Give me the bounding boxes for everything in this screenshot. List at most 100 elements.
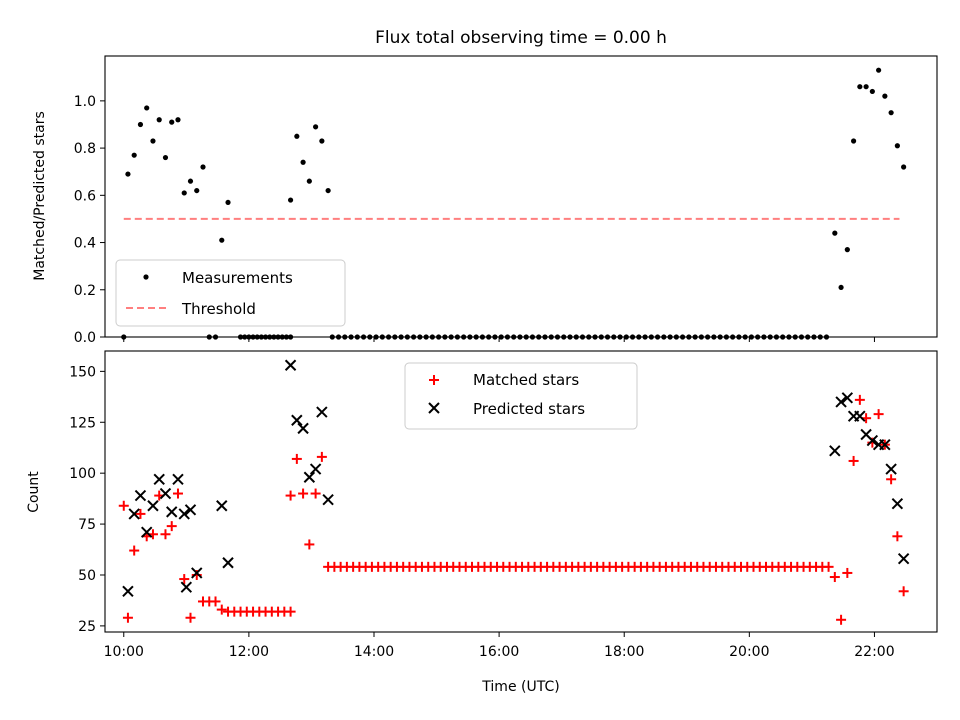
measurement-point: [131, 152, 137, 158]
matched-star-point: [854, 394, 865, 405]
ratio-y-tick-label: 1.0: [74, 94, 96, 110]
matched-star-point: [848, 455, 859, 466]
predicted-stars-series: [122, 359, 910, 597]
measurement-point: [150, 138, 156, 144]
ratio-panel: Flux total observing time = 0.00 h Match…: [32, 28, 938, 346]
matched-star-point: [122, 612, 133, 623]
predicted-star-point: [191, 567, 203, 579]
y-axis-label-ratio: Matched/Predicted stars: [32, 111, 48, 281]
measurement-point: [325, 187, 331, 194]
measurement-point: [844, 247, 850, 253]
count-axes-frame: [104, 350, 938, 633]
measurement-point: [187, 178, 194, 184]
predicted-star-point: [835, 396, 847, 408]
count-x-tick-label: 18:00: [604, 644, 644, 660]
matched-star-point: [304, 539, 315, 550]
matched-star-point: [285, 606, 296, 617]
measurement-point: [313, 124, 319, 130]
count-y-ticks: 25 50 75 100 125 150: [69, 364, 105, 635]
matched-star-point: [842, 567, 853, 578]
ratio-y-tick-label: 0.2: [74, 283, 96, 299]
predicted-star-point: [134, 489, 147, 502]
x-axis-label: Time (UTC): [481, 679, 559, 695]
matched-star-point: [823, 561, 834, 572]
predicted-star-point: [284, 359, 297, 371]
measurement-point: [876, 67, 882, 73]
predicted-star-point: [180, 581, 193, 593]
count-x-tick-label: 14:00: [354, 644, 394, 660]
measurement-point: [857, 84, 863, 90]
count-x-tick-label: 10:00: [104, 644, 144, 660]
predicted-star-point: [153, 473, 165, 485]
ratio-y-tick-label: 0.0: [74, 330, 96, 346]
predicted-star-point: [297, 422, 309, 435]
predicted-star-point: [316, 406, 328, 418]
predicted-star-point: [172, 473, 184, 485]
count-y-tick-label: 125: [69, 415, 96, 431]
count-y-tick-label: 25: [78, 619, 96, 635]
ratio-legend-box: [115, 259, 346, 327]
count-x-tick-label: 12:00: [229, 644, 269, 660]
measurement-point: [294, 133, 300, 139]
predicted-star-point: [128, 508, 140, 520]
count-y-tick-label: 100: [69, 466, 96, 482]
predicted-star-point: [122, 585, 134, 597]
count-x-tick-label: 16:00: [479, 644, 519, 660]
predicted-star-point: [222, 557, 234, 569]
matched-star-point: [285, 490, 296, 501]
matched-star-point: [179, 574, 190, 585]
measurement-point: [200, 164, 206, 170]
ratio-legend: Measurements Threshold: [115, 259, 346, 327]
matched-star-point: [129, 545, 140, 556]
legend-predicted-marker: [428, 402, 440, 414]
measurement-point: [306, 178, 312, 184]
predicted-star-point: [841, 392, 854, 404]
predicted-star-point: [322, 493, 334, 506]
measurement-point: [169, 119, 175, 125]
predicted-star-point: [216, 500, 228, 512]
measurement-point: [175, 117, 181, 123]
measurement-point: [882, 93, 888, 99]
measurement-point: [863, 84, 869, 90]
matched-star-point: [118, 500, 129, 511]
matched-star-point: [216, 604, 227, 615]
predicted-star-point: [147, 500, 159, 512]
count-x-tick-label: 22:00: [854, 644, 894, 660]
matched-star-point: [166, 521, 177, 532]
measurement-point: [219, 237, 225, 243]
matched-star-point: [829, 572, 840, 583]
matched-star-point: [160, 529, 171, 540]
chart-title: Flux total observing time = 0.00 h: [375, 28, 667, 48]
ratio-y-tick-label: 0.8: [74, 141, 96, 157]
matched-star-point: [886, 474, 897, 485]
matched-star-point: [298, 488, 309, 499]
legend-measurements-marker: [143, 274, 149, 280]
measurement-point: [888, 110, 894, 116]
legend-matched-label: Matched stars: [473, 371, 579, 389]
measurement-point: [838, 284, 844, 291]
measurement-point: [300, 159, 306, 165]
predicted-star-point: [866, 434, 879, 447]
measurement-point: [194, 187, 200, 194]
measurement-point: [319, 138, 325, 144]
y-axis-label-count: Count: [26, 471, 42, 513]
matched-star-point: [892, 531, 903, 542]
predicted-star-point: [184, 504, 197, 516]
measurement-point: [901, 164, 907, 170]
predicted-star-point: [159, 487, 172, 500]
count-x-tick-label: 20:00: [729, 644, 769, 660]
measurement-point: [225, 199, 231, 206]
predicted-star-point: [854, 410, 866, 422]
measurement-point: [850, 138, 857, 144]
matched-star-point: [310, 488, 321, 499]
matched-star-point: [135, 508, 146, 519]
count-panel: Count Time (UTC) 25 50 75 100 125 150 10:00 12…: [26, 350, 938, 695]
matched-star-point: [291, 453, 302, 464]
matched-star-point: [172, 488, 183, 499]
count-x-ticks: 10:00 12:00 14:00 16:00 18:00 20:00 22:00: [104, 632, 895, 660]
matched-star-point: [898, 586, 909, 597]
measurement-point: [162, 154, 169, 161]
predicted-star-point: [166, 506, 178, 518]
measurement-point: [137, 121, 144, 128]
